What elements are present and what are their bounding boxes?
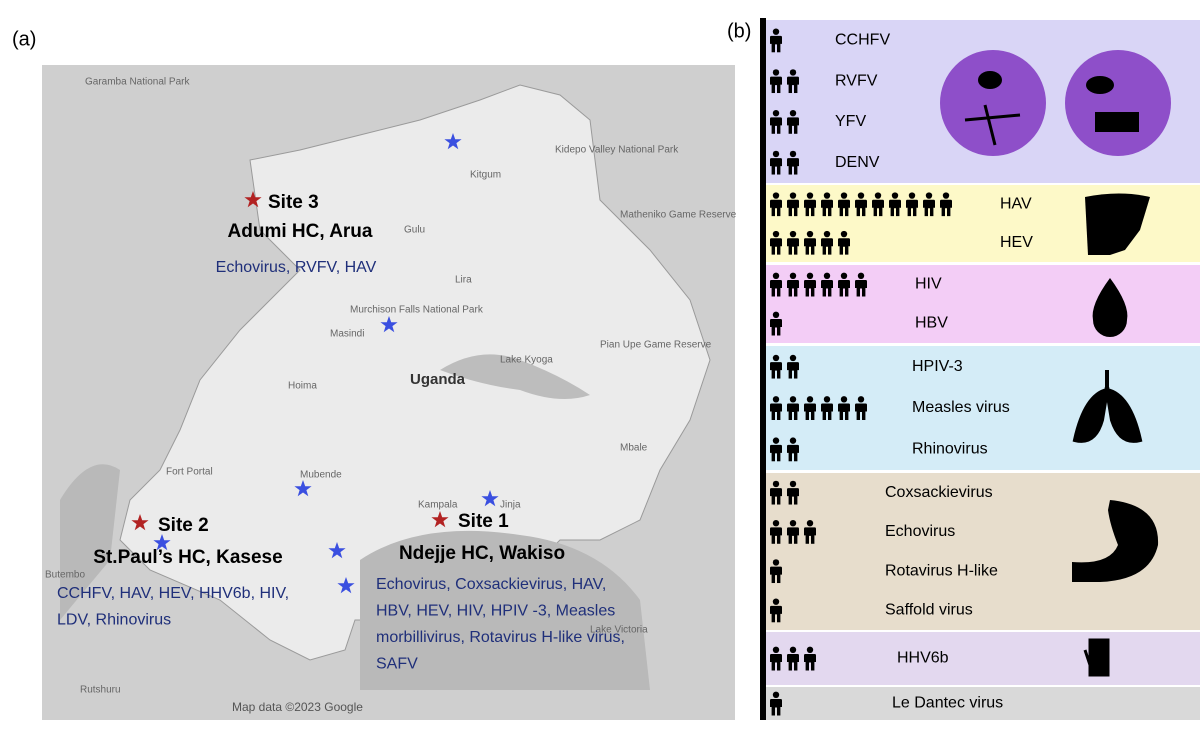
site-name: Site 2 bbox=[158, 515, 209, 536]
virus-label: DENV bbox=[835, 154, 880, 171]
virus-label: Rotavirus H-like bbox=[885, 562, 998, 579]
virus-label: Echovirus bbox=[885, 523, 955, 540]
place-label: Gulu bbox=[404, 225, 425, 236]
site-place: Adumi HC, Arua bbox=[228, 221, 373, 242]
site-viruses: CCHFV, HAV, HEV, HHV6b, HIV, bbox=[57, 585, 289, 602]
site-name: Site 1 bbox=[458, 511, 509, 532]
place-label: Kitgum bbox=[470, 170, 501, 181]
site-viruses: morbillivirus, Rotavirus H-like virus, bbox=[376, 629, 625, 646]
place-label: Garamba National Park bbox=[85, 77, 190, 88]
virus-label: CCHFV bbox=[835, 32, 890, 49]
site-viruses: LDV, Rhinovirus bbox=[57, 612, 171, 629]
group-band bbox=[766, 687, 1200, 720]
place-label: Murchison Falls National Park bbox=[350, 305, 484, 316]
virus-label: HBV bbox=[915, 315, 948, 332]
place-label: Lake Victoria bbox=[590, 625, 648, 636]
virus-label: HHV6b bbox=[897, 650, 949, 667]
site-place: Ndejje HC, Wakiso bbox=[399, 543, 565, 564]
virus-label: Rhinovirus bbox=[912, 441, 988, 458]
place-label: Lake Kyoga bbox=[500, 355, 553, 366]
place-labels: Uganda Gulu Lira Kitgum Kampala Jinja Mbale For… bbox=[45, 77, 737, 696]
virus-label: Coxsackievirus bbox=[885, 484, 993, 501]
virus-label: RVFV bbox=[835, 72, 878, 89]
panel-label: (a) bbox=[12, 28, 36, 50]
place-label: Matheniko Game Reserve bbox=[620, 210, 737, 221]
group-band bbox=[766, 632, 1200, 685]
map bbox=[42, 65, 735, 720]
group-band bbox=[766, 265, 1200, 343]
place-label: Masindi bbox=[330, 329, 364, 340]
virus-label: HPIV-3 bbox=[912, 358, 963, 375]
site-viruses: SAFV bbox=[376, 656, 418, 673]
place-label: Jinja bbox=[500, 500, 521, 511]
place-label: Butembo bbox=[45, 570, 85, 581]
virus-label: YFV bbox=[835, 113, 866, 130]
site-name: Site 3 bbox=[268, 192, 319, 213]
virus-label: HAV bbox=[1000, 195, 1032, 212]
sites: Site 3 Adumi HC, Arua Echovirus, RVFV, HAV… bbox=[57, 191, 625, 673]
place-label: Uganda bbox=[410, 371, 466, 388]
place-label: Hoima bbox=[288, 381, 317, 392]
virus-label: Measles virus bbox=[912, 399, 1010, 416]
place-label: Rutshuru bbox=[80, 685, 121, 696]
virus-label: HIV bbox=[915, 276, 942, 293]
place-label: Lira bbox=[455, 275, 472, 286]
site-place: St.Paul’s HC, Kasese bbox=[93, 547, 282, 568]
virus-label: HEV bbox=[1000, 234, 1033, 251]
panel-label: (b) bbox=[727, 20, 751, 42]
place-label: Kampala bbox=[418, 500, 458, 511]
site-viruses: HBV, HEV, HIV, HPIV -3, Measles bbox=[376, 603, 615, 620]
axis-bar bbox=[760, 18, 766, 720]
place-label: Kidepo Valley National Park bbox=[555, 145, 679, 156]
place-label: Pian Upe Game Reserve bbox=[600, 340, 712, 351]
site-viruses: Echovirus, Coxsackievirus, HAV, bbox=[376, 576, 606, 593]
virus-label: Le Dantec virus bbox=[892, 695, 1003, 712]
place-label: Mbale bbox=[620, 443, 648, 454]
place-label: Mubende bbox=[300, 470, 342, 481]
icons bbox=[940, 50, 1171, 677]
map-attribution: Map data ©2023 Google bbox=[232, 700, 363, 714]
place-label: Fort Portal bbox=[166, 467, 213, 478]
site-viruses: Echovirus, RVFV, HAV bbox=[216, 259, 377, 276]
virus-label: Saffold virus bbox=[885, 602, 973, 619]
